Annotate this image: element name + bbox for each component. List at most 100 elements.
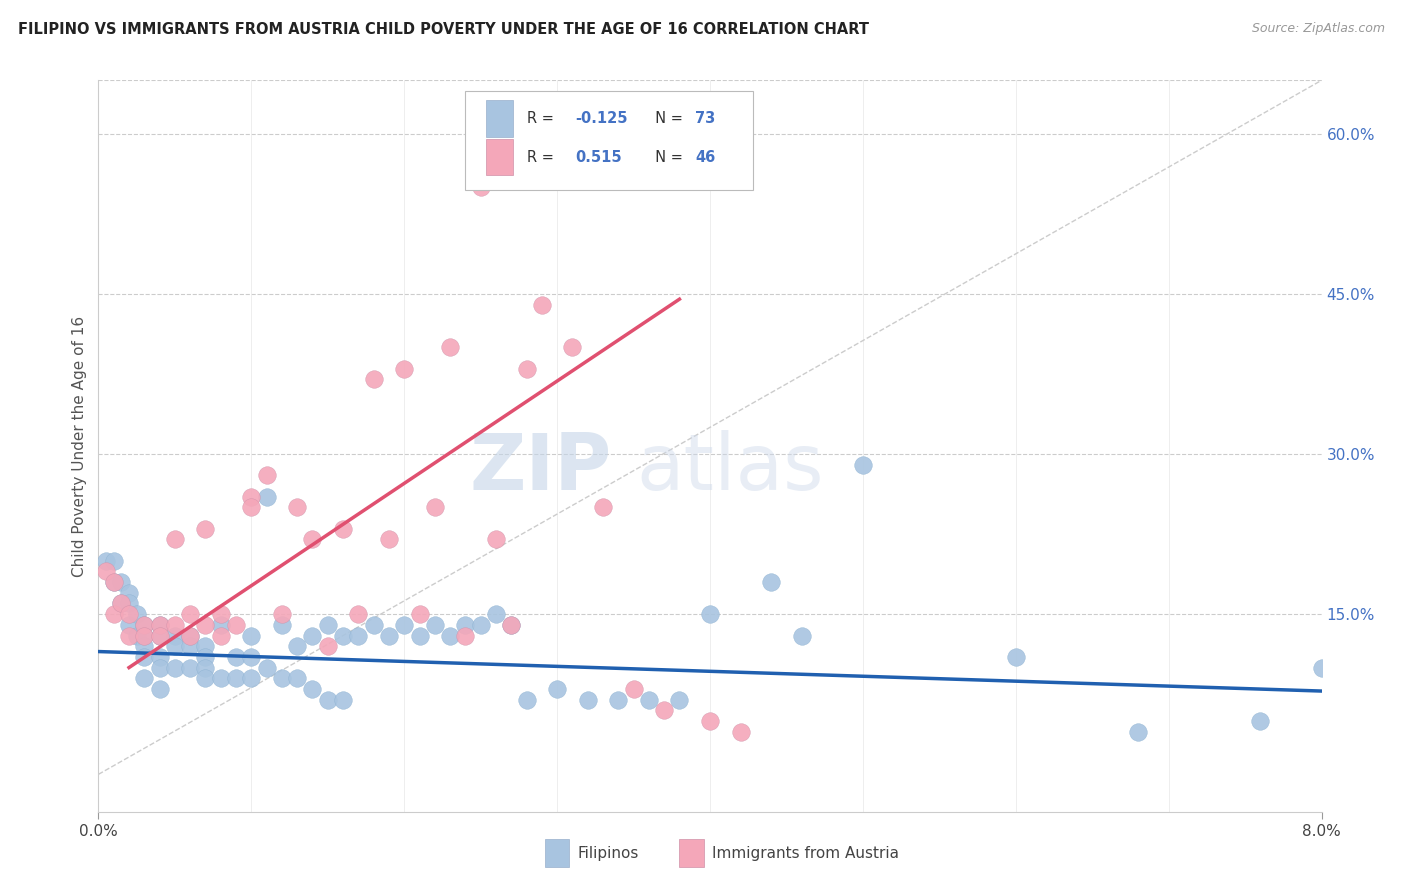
Point	[730, 724, 752, 739]
Point	[125, 607, 148, 622]
Point	[790, 628, 813, 642]
Point	[110, 597, 132, 611]
Point	[240, 649, 263, 664]
Point	[110, 575, 132, 590]
Point	[149, 618, 172, 632]
Point	[179, 628, 201, 642]
Text: Source: ZipAtlas.com: Source: ZipAtlas.com	[1251, 22, 1385, 36]
Point	[408, 607, 430, 622]
Point	[530, 297, 553, 311]
Point	[316, 639, 339, 653]
Point	[652, 703, 675, 717]
Point	[209, 618, 232, 632]
Y-axis label: Child Poverty Under the Age of 16: Child Poverty Under the Age of 16	[72, 316, 87, 576]
Point	[576, 692, 599, 706]
Point	[240, 500, 263, 515]
Point	[163, 533, 186, 547]
Point	[546, 681, 568, 696]
Point	[194, 671, 217, 685]
Text: ZIP: ZIP	[470, 430, 612, 506]
Text: R =: R =	[526, 150, 562, 165]
Point	[392, 361, 416, 376]
Point	[454, 628, 477, 642]
Point	[270, 671, 294, 685]
Point	[179, 607, 201, 622]
Point	[285, 500, 308, 515]
Point	[301, 681, 323, 696]
Point	[209, 671, 232, 685]
Point	[149, 628, 172, 642]
Point	[363, 372, 385, 386]
Point	[485, 607, 508, 622]
Text: N =: N =	[647, 111, 688, 126]
Point	[194, 639, 217, 653]
Point	[699, 714, 721, 728]
Point	[363, 618, 385, 632]
Point	[149, 681, 172, 696]
Point	[163, 660, 186, 674]
Point	[1249, 714, 1271, 728]
Point	[256, 468, 278, 483]
Point	[501, 618, 523, 632]
Text: FILIPINO VS IMMIGRANTS FROM AUSTRIA CHILD POVERTY UNDER THE AGE OF 16 CORRELATIO: FILIPINO VS IMMIGRANTS FROM AUSTRIA CHIL…	[18, 22, 869, 37]
Point	[378, 533, 401, 547]
Point	[852, 458, 875, 472]
Point	[118, 618, 141, 632]
Point	[240, 671, 263, 685]
Point	[454, 618, 477, 632]
Point	[256, 660, 278, 674]
Bar	[486, 100, 513, 136]
Point	[332, 692, 354, 706]
FancyBboxPatch shape	[465, 91, 752, 190]
Point	[699, 607, 721, 622]
Point	[423, 618, 446, 632]
Point	[285, 671, 308, 685]
Point	[225, 649, 247, 664]
Point	[1310, 660, 1333, 674]
Text: Filipinos: Filipinos	[578, 846, 640, 861]
Point	[118, 586, 141, 600]
Point	[592, 500, 614, 515]
Point	[423, 500, 446, 515]
Point	[256, 490, 278, 504]
Point	[149, 649, 172, 664]
Text: N =: N =	[647, 150, 688, 165]
Text: -0.125: -0.125	[575, 111, 628, 126]
Point	[1004, 649, 1026, 664]
Point	[103, 575, 125, 590]
Point	[209, 607, 232, 622]
Point	[332, 628, 354, 642]
Point	[561, 340, 583, 354]
Text: 73: 73	[696, 111, 716, 126]
Point	[94, 554, 117, 568]
Point	[194, 649, 217, 664]
Point	[179, 639, 201, 653]
Text: 46: 46	[696, 150, 716, 165]
Text: R =: R =	[526, 111, 558, 126]
Point	[378, 628, 401, 642]
Point	[270, 607, 294, 622]
Point	[149, 628, 172, 642]
Point	[470, 180, 492, 194]
Text: Immigrants from Austria: Immigrants from Austria	[713, 846, 900, 861]
Point	[1128, 724, 1150, 739]
Point	[194, 618, 217, 632]
Point	[134, 671, 156, 685]
Point	[94, 565, 117, 579]
Bar	[486, 139, 513, 176]
Point	[134, 649, 156, 664]
Point	[134, 639, 156, 653]
Point	[103, 554, 125, 568]
Point	[110, 597, 132, 611]
Point	[134, 618, 156, 632]
Point	[134, 628, 156, 642]
Point	[607, 692, 630, 706]
Point	[118, 628, 141, 642]
Point	[240, 628, 263, 642]
Point	[392, 618, 416, 632]
Point	[470, 618, 492, 632]
Point	[668, 692, 690, 706]
Bar	[679, 838, 704, 867]
Point	[270, 618, 294, 632]
Point	[316, 692, 339, 706]
